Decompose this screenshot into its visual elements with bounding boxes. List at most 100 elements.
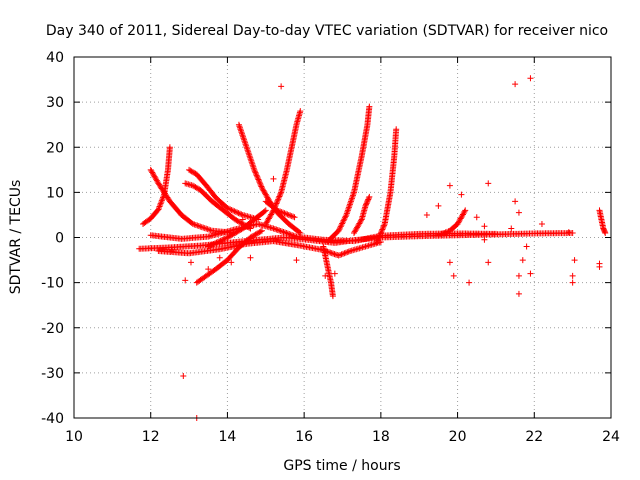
data-point xyxy=(236,210,243,217)
data-point xyxy=(350,190,357,197)
data-point xyxy=(247,225,254,232)
data-point xyxy=(363,200,370,207)
y-axis-label: SDTVAR / TECUs xyxy=(8,180,24,295)
data-point xyxy=(512,81,519,88)
data-point xyxy=(492,230,499,237)
data-point xyxy=(291,214,298,221)
data-point xyxy=(363,201,370,208)
data-point xyxy=(255,177,262,184)
data-point xyxy=(247,156,254,163)
data-point xyxy=(335,227,342,234)
data-point xyxy=(155,206,162,213)
data-point xyxy=(168,248,175,255)
data-point xyxy=(286,231,293,238)
data-point xyxy=(273,226,280,233)
x-tick-label: 22 xyxy=(525,429,543,445)
data-point xyxy=(247,254,254,261)
data-point xyxy=(239,132,246,139)
data-point xyxy=(423,211,430,218)
data-point xyxy=(293,257,300,264)
data-point xyxy=(364,197,371,204)
data-point xyxy=(284,230,291,237)
data-point xyxy=(296,229,303,236)
data-point xyxy=(244,145,251,152)
data-point xyxy=(450,272,457,279)
data-point xyxy=(253,172,260,179)
data-point xyxy=(277,190,284,197)
data-point xyxy=(223,235,230,242)
data-point xyxy=(197,223,204,230)
data-point xyxy=(277,228,284,235)
data-point xyxy=(346,201,353,208)
data-point xyxy=(204,226,211,233)
data-point xyxy=(244,147,251,154)
data-point xyxy=(282,210,289,217)
data-point xyxy=(214,239,221,246)
data-point xyxy=(278,83,285,90)
data-point xyxy=(189,220,196,227)
data-point xyxy=(238,129,245,136)
y-tick-label: 10 xyxy=(46,185,64,201)
data-point xyxy=(257,182,264,189)
data-point xyxy=(182,277,189,284)
grid xyxy=(74,57,611,418)
data-point xyxy=(347,199,354,206)
data-point xyxy=(273,200,280,207)
data-point xyxy=(481,236,488,243)
data-point xyxy=(273,206,280,213)
data-point xyxy=(230,207,237,214)
data-point xyxy=(446,259,453,266)
data-point xyxy=(515,209,522,216)
data-point xyxy=(515,290,522,297)
x-tick-label: 16 xyxy=(295,429,313,445)
x-tick-label: 24 xyxy=(602,429,620,445)
data-point xyxy=(235,210,242,217)
data-point xyxy=(155,205,162,212)
data-point xyxy=(444,228,451,235)
data-point xyxy=(231,208,238,215)
data-point xyxy=(205,243,212,250)
data-point xyxy=(569,279,576,286)
data-point xyxy=(339,250,346,257)
data-point xyxy=(364,199,371,206)
data-point xyxy=(191,221,198,228)
data-point xyxy=(274,207,281,214)
data-point xyxy=(435,232,442,239)
data-point xyxy=(281,229,288,236)
data-point xyxy=(379,226,386,233)
data-point xyxy=(596,263,603,270)
data-point xyxy=(270,225,277,232)
data-point xyxy=(166,144,173,151)
data-point xyxy=(252,169,259,176)
data-point xyxy=(571,257,578,264)
data-point xyxy=(205,266,212,273)
data-point xyxy=(348,196,355,203)
x-tick-label: 20 xyxy=(449,429,467,445)
y-tick-label: -10 xyxy=(41,276,64,292)
data-point xyxy=(378,229,385,236)
chart-title: Day 340 of 2011, Sidereal Day-to-day VTE… xyxy=(46,23,608,39)
data-point xyxy=(365,195,372,202)
data-point xyxy=(275,207,282,214)
data-point xyxy=(253,170,260,177)
data-point xyxy=(280,209,287,216)
data-point xyxy=(257,228,264,235)
data-point xyxy=(242,141,249,148)
data-point xyxy=(228,259,235,266)
data-point xyxy=(462,207,469,214)
data-point xyxy=(277,208,284,215)
data-point xyxy=(273,199,280,206)
data-point xyxy=(461,208,468,215)
data-point xyxy=(508,225,515,232)
data-point xyxy=(341,250,348,257)
data-point xyxy=(338,221,345,228)
data-point xyxy=(345,248,352,255)
data-point xyxy=(379,225,386,232)
data-point xyxy=(283,230,290,237)
data-point xyxy=(192,222,199,229)
data-point xyxy=(254,175,261,182)
data-point xyxy=(375,234,382,241)
data-point xyxy=(249,160,256,167)
data-point xyxy=(262,207,269,214)
data-point xyxy=(441,229,448,236)
